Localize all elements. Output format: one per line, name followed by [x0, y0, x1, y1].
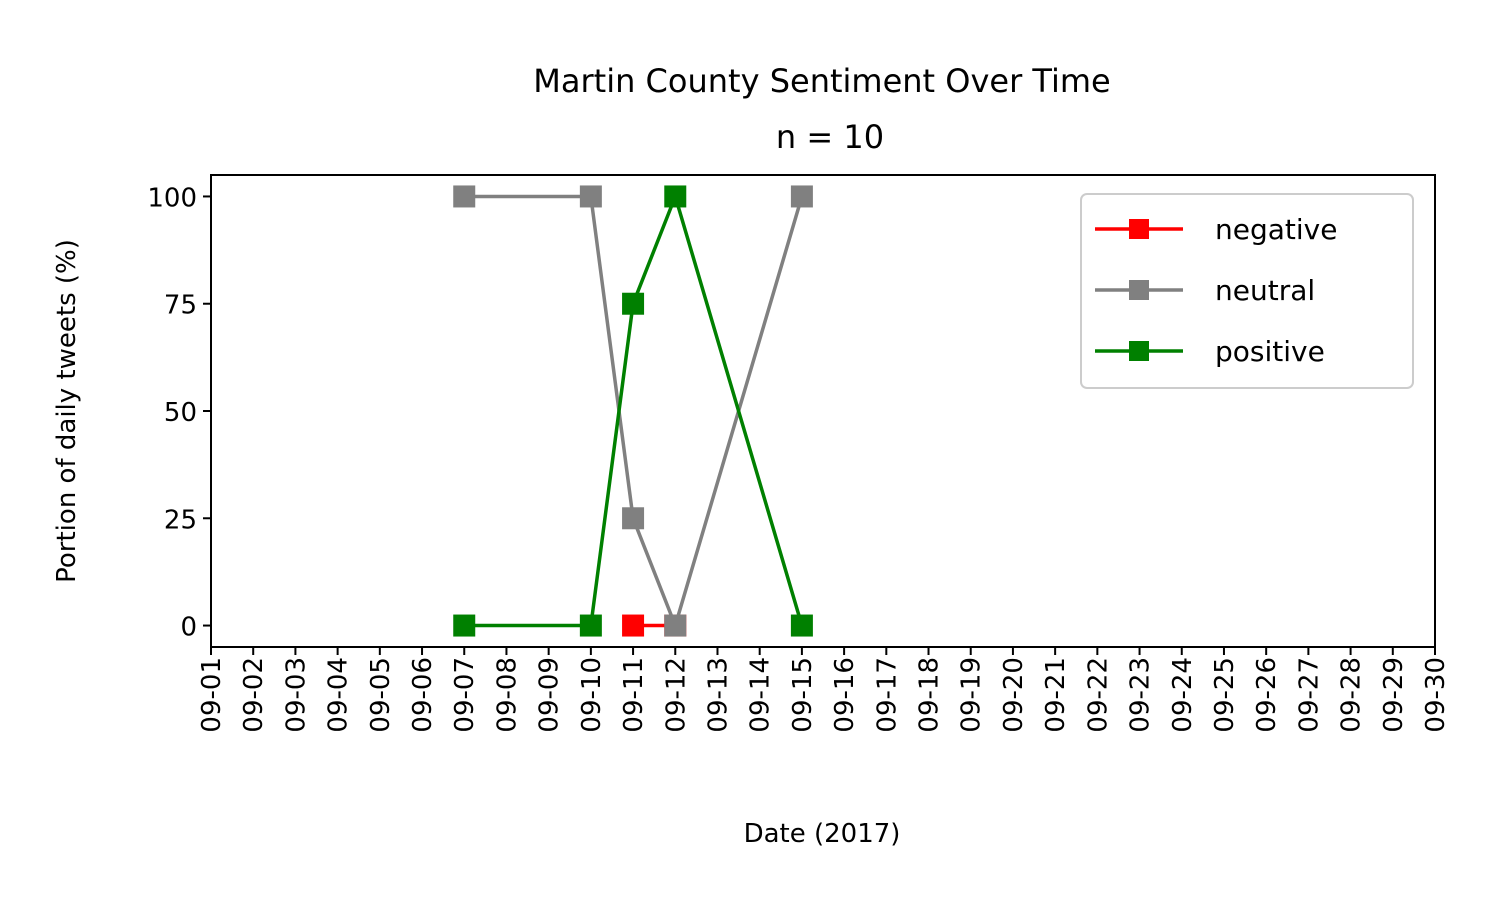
x-tick-label: 09-08: [492, 657, 522, 733]
legend-marker-neutral: [1129, 280, 1149, 300]
x-tick-label: 09-10: [577, 657, 607, 733]
y-tick-label: 0: [180, 613, 197, 643]
x-axis-label: Date (2017): [744, 819, 901, 849]
data-point-neutral: [579, 185, 602, 208]
x-tick-label: 09-29: [1379, 657, 1409, 733]
data-point-neutral: [790, 185, 813, 208]
x-tick-label: 09-18: [915, 657, 945, 733]
chart-title: Martin County Sentiment Over Time: [533, 62, 1110, 100]
plot-area: [453, 185, 813, 637]
data-point-positive: [453, 614, 476, 637]
data-point-positive: [579, 614, 602, 637]
legend-label-positive: positive: [1215, 335, 1325, 368]
series-positive: [453, 185, 813, 637]
y-tick-label: 50: [164, 398, 197, 428]
chart-subtitle: n = 10: [776, 118, 884, 156]
legend-label-neutral: neutral: [1215, 274, 1315, 307]
y-axis-label: Portion of daily tweets (%): [52, 239, 82, 583]
x-tick-label: 09-07: [450, 657, 480, 733]
x-tick-label: 09-11: [619, 657, 649, 733]
x-tick-label: 09-06: [408, 657, 438, 733]
x-tick-label: 09-25: [1210, 657, 1240, 733]
x-tick-label: 09-12: [661, 657, 691, 733]
x-tick-label: 09-27: [1294, 657, 1324, 733]
legend-label-negative: negative: [1215, 213, 1337, 246]
legend-marker-positive: [1129, 341, 1149, 361]
x-tick-label: 09-03: [281, 657, 311, 733]
x-tick-label: 09-21: [1041, 657, 1071, 733]
y-tick-label: 25: [164, 505, 197, 535]
data-point-positive: [790, 614, 813, 637]
x-axis: 09-01 09-02 09-03 09-04 09-05 09-06 09-07 09-08…: [197, 647, 1451, 733]
x-tick-label: 09-30: [1421, 657, 1451, 733]
x-tick-label: 09-22: [1083, 657, 1113, 733]
legend-box: [1080, 193, 1414, 389]
x-tick-label: 09-28: [1337, 657, 1367, 733]
data-point-neutral: [453, 185, 476, 208]
data-point-positive: [622, 292, 645, 315]
x-tick-label: 09-13: [703, 657, 733, 733]
x-tick-label: 09-14: [746, 657, 776, 733]
x-tick-label: 09-20: [999, 657, 1029, 733]
x-tick-label: 09-24: [1168, 657, 1198, 733]
x-tick-label: 09-23: [1126, 657, 1156, 733]
x-tick-label: 09-01: [197, 657, 227, 733]
x-tick-label: 09-26: [1252, 657, 1282, 733]
legend: negative neutral positive: [1080, 193, 1414, 389]
y-axis: 0 25 50 75 100: [147, 183, 211, 643]
x-tick-label: 09-09: [535, 657, 565, 733]
y-tick-label: 100: [147, 183, 197, 213]
legend-marker-negative: [1129, 219, 1149, 239]
x-tick-label: 09-05: [366, 657, 396, 733]
x-tick-label: 09-02: [239, 657, 269, 733]
data-point-positive: [664, 185, 687, 208]
x-tick-label: 09-16: [830, 657, 860, 733]
data-point-neutral: [664, 614, 687, 637]
x-tick-label: 09-19: [957, 657, 987, 733]
series-neutral: [453, 185, 813, 637]
x-tick-label: 09-17: [872, 657, 902, 733]
x-tick-label: 09-15: [788, 657, 818, 733]
data-point-neutral: [622, 507, 645, 530]
y-tick-label: 75: [164, 291, 197, 321]
x-tick-label: 09-04: [324, 657, 354, 733]
data-point-negative: [622, 614, 645, 637]
